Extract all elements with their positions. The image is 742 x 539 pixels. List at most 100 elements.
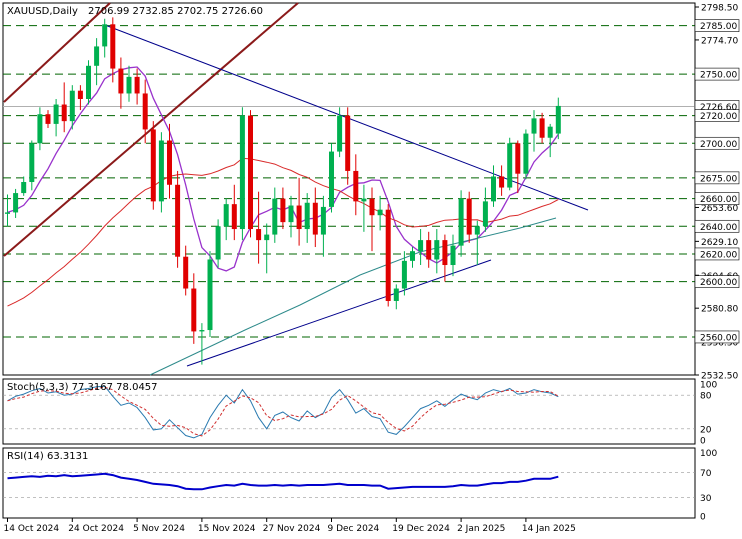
candle-body	[466, 198, 472, 235]
candle-body	[272, 198, 278, 235]
candle-body	[385, 209, 391, 301]
candle-body	[191, 288, 197, 332]
candle-body	[239, 115, 245, 230]
level-label: 2660.00	[700, 195, 737, 205]
candle-body	[442, 240, 448, 266]
date-label: 5 Nov 2024	[133, 524, 185, 534]
candle-body	[539, 118, 545, 138]
stoch-label: Stoch(5,3,3) 77.3167 78.0457	[7, 382, 158, 393]
candle-body	[491, 176, 496, 202]
candle-body	[369, 198, 375, 216]
candle-body	[142, 93, 148, 130]
candle-body	[5, 212, 10, 214]
candle-body	[29, 143, 35, 183]
candle-body	[304, 202, 310, 230]
candle-body	[426, 240, 432, 260]
ascending-trendline	[186, 259, 492, 367]
candle-body	[126, 76, 132, 94]
candle-body	[312, 202, 318, 235]
candle-body	[13, 193, 19, 213]
current-price-label: 2726.60	[700, 103, 737, 113]
price-tick-label: 2532.50	[701, 372, 738, 382]
candle-body	[345, 115, 351, 171]
level-label-box	[694, 136, 740, 150]
symbol-label: XAUUSD,Daily	[7, 6, 78, 17]
candle-body	[320, 206, 326, 235]
level-label: 2750.00	[700, 71, 737, 81]
candle-body	[547, 126, 553, 138]
candle-body	[515, 143, 521, 174]
date-label: 24 Oct 2024	[68, 524, 124, 534]
price-tick-label: 2774.70	[701, 36, 738, 46]
price-tick-label: 2580.80	[701, 305, 738, 315]
stoch-k-line	[7, 385, 559, 439]
candle-body	[474, 226, 480, 235]
candle-body	[37, 114, 43, 144]
candle-body	[450, 245, 456, 266]
date-label: 9 Dec 2024	[328, 524, 380, 534]
stoch-level-label: 80	[700, 392, 712, 402]
candle-body	[377, 209, 383, 216]
level-label-box	[694, 67, 740, 81]
candle-body	[248, 115, 253, 230]
support-resistance-levels	[3, 25, 695, 338]
level-label: 2640.00	[700, 223, 737, 233]
price-tick-label: 2556.30	[701, 339, 738, 349]
candle-body	[555, 105, 561, 134]
candle-body	[329, 151, 334, 207]
candle-body	[158, 140, 164, 202]
candle-body	[199, 330, 205, 332]
date-label: 2 Jan 2025	[457, 524, 505, 534]
candle-body	[183, 256, 189, 289]
candle-body	[110, 24, 116, 69]
rsi-line	[7, 472, 559, 491]
candle-body	[61, 104, 67, 122]
level-labels: 2785.00 2750.00 2720.00 2700.00 2675.00 2660.…	[694, 19, 740, 343]
channel-upper-line	[3, 2, 111, 103]
rsi-level-label: 0	[700, 513, 706, 523]
main-panel-frame	[2, 2, 696, 376]
rsi-level-label: 30	[700, 494, 712, 504]
price-tick-label: 2653.60	[701, 204, 738, 214]
date-label: 19 Dec 2024	[392, 524, 450, 534]
level-label-box	[694, 19, 740, 32]
level-label: 2785.00	[700, 22, 737, 32]
stoch-level-label: 100	[700, 381, 717, 391]
candle-body	[507, 143, 513, 188]
stoch-panel-frame	[2, 378, 696, 445]
level-label-box	[694, 247, 740, 261]
candle-body	[531, 118, 537, 134]
candle-body	[223, 204, 229, 227]
candle-body	[353, 170, 359, 202]
stoch-d-line	[7, 386, 559, 437]
candle-body	[167, 140, 172, 185]
candle-body	[280, 198, 286, 223]
candle-body	[393, 288, 399, 301]
candle-body	[458, 198, 464, 246]
candle-body	[175, 184, 181, 257]
stoch-level-label: 0	[700, 437, 706, 447]
candle-body	[21, 182, 27, 194]
candle-body	[499, 176, 505, 188]
rsi-label: RSI(14) 63.3131	[7, 451, 88, 462]
candle-body	[523, 133, 529, 174]
candle-body	[102, 24, 108, 47]
candle-body	[150, 129, 156, 202]
level-label-box	[694, 109, 740, 122]
candle-body	[134, 76, 140, 94]
date-label: 14 Jan 2025	[522, 524, 576, 534]
candle-body	[256, 229, 262, 241]
level-label: 2600.00	[700, 278, 737, 288]
level-label: 2620.00	[700, 250, 737, 260]
candle-body	[86, 65, 91, 99]
candles	[5, 17, 561, 365]
level-label-box	[694, 275, 740, 288]
ohlc-label: 2706.99 2732.85 2702.75 2726.60	[88, 6, 263, 17]
rsi-panel: 100 70 30 0	[3, 449, 717, 523]
candle-body	[45, 114, 51, 124]
candle-body	[434, 240, 440, 260]
date-label: 15 Nov 2024	[198, 524, 256, 534]
candle-body	[77, 90, 83, 99]
candle-body	[69, 90, 75, 122]
